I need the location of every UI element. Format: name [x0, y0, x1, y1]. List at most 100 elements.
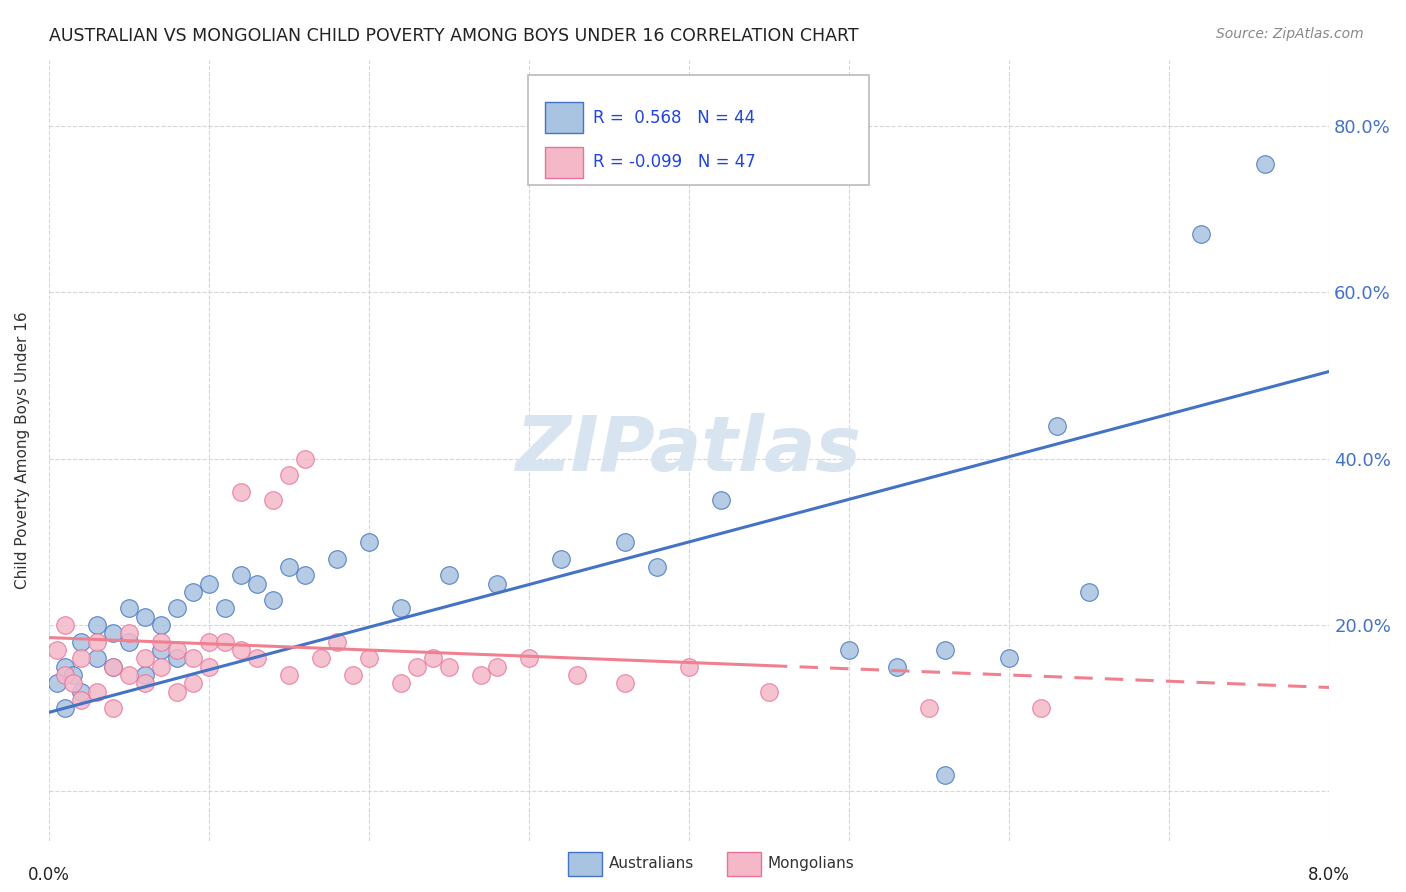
Point: [134, 651, 156, 665]
Point: [149, 618, 172, 632]
Text: R =  0.568   N = 44: R = 0.568 N = 44: [593, 109, 755, 127]
Point: [758, 684, 780, 698]
Point: [277, 560, 299, 574]
Point: [86, 634, 108, 648]
Point: [406, 659, 429, 673]
Point: [277, 468, 299, 483]
Text: 8.0%: 8.0%: [1309, 866, 1350, 884]
Point: [1078, 584, 1101, 599]
Point: [294, 451, 316, 466]
Point: [342, 668, 364, 682]
Point: [118, 626, 141, 640]
Point: [934, 643, 956, 657]
Point: [53, 668, 76, 682]
Point: [69, 651, 91, 665]
Point: [134, 668, 156, 682]
Point: [550, 551, 572, 566]
Point: [198, 576, 221, 591]
Point: [389, 676, 412, 690]
Point: [998, 651, 1021, 665]
Point: [246, 651, 269, 665]
Point: [422, 651, 444, 665]
Point: [118, 634, 141, 648]
Point: [517, 651, 540, 665]
Text: Source: ZipAtlas.com: Source: ZipAtlas.com: [1216, 27, 1364, 41]
Text: R = -0.099   N = 47: R = -0.099 N = 47: [593, 153, 756, 171]
Point: [262, 593, 284, 607]
Point: [437, 659, 460, 673]
Point: [69, 684, 91, 698]
Point: [45, 676, 67, 690]
Point: [614, 535, 637, 549]
Point: [326, 634, 349, 648]
Point: [389, 601, 412, 615]
Point: [678, 659, 700, 673]
Point: [101, 626, 124, 640]
Point: [1189, 227, 1212, 242]
Point: [53, 701, 76, 715]
Point: [166, 684, 188, 698]
Point: [918, 701, 941, 715]
Point: [565, 668, 588, 682]
Point: [198, 659, 221, 673]
Point: [229, 568, 252, 582]
Point: [934, 768, 956, 782]
Point: [485, 576, 508, 591]
Point: [101, 659, 124, 673]
Point: [214, 601, 236, 615]
Point: [149, 659, 172, 673]
Point: [149, 634, 172, 648]
Point: [86, 684, 108, 698]
Point: [166, 643, 188, 657]
Point: [357, 535, 380, 549]
Point: [357, 651, 380, 665]
Point: [309, 651, 332, 665]
Point: [1031, 701, 1053, 715]
Point: [277, 668, 299, 682]
Point: [134, 609, 156, 624]
Point: [166, 651, 188, 665]
Point: [485, 659, 508, 673]
Point: [53, 659, 76, 673]
Point: [838, 643, 860, 657]
Point: [886, 659, 908, 673]
Point: [470, 668, 492, 682]
Point: [62, 668, 84, 682]
Text: Mongolians: Mongolians: [768, 856, 855, 871]
Point: [101, 659, 124, 673]
Point: [437, 568, 460, 582]
Point: [86, 618, 108, 632]
Point: [45, 643, 67, 657]
Point: [118, 668, 141, 682]
Point: [229, 485, 252, 500]
Point: [181, 676, 204, 690]
Point: [69, 693, 91, 707]
Point: [101, 701, 124, 715]
Point: [86, 651, 108, 665]
Point: [229, 643, 252, 657]
Point: [149, 643, 172, 657]
Point: [645, 560, 668, 574]
Text: 0.0%: 0.0%: [28, 866, 70, 884]
Point: [69, 634, 91, 648]
Point: [181, 584, 204, 599]
Point: [214, 634, 236, 648]
Point: [326, 551, 349, 566]
Point: [62, 676, 84, 690]
Point: [181, 651, 204, 665]
Text: Australians: Australians: [609, 856, 695, 871]
Point: [614, 676, 637, 690]
Point: [710, 493, 733, 508]
Point: [1046, 418, 1069, 433]
Point: [246, 576, 269, 591]
Y-axis label: Child Poverty Among Boys Under 16: Child Poverty Among Boys Under 16: [15, 311, 30, 590]
Point: [166, 601, 188, 615]
Point: [294, 568, 316, 582]
Point: [134, 676, 156, 690]
Text: ZIPatlas: ZIPatlas: [516, 414, 862, 487]
Point: [262, 493, 284, 508]
Text: AUSTRALIAN VS MONGOLIAN CHILD POVERTY AMONG BOYS UNDER 16 CORRELATION CHART: AUSTRALIAN VS MONGOLIAN CHILD POVERTY AM…: [49, 27, 859, 45]
Point: [53, 618, 76, 632]
Point: [1254, 156, 1277, 170]
Point: [198, 634, 221, 648]
